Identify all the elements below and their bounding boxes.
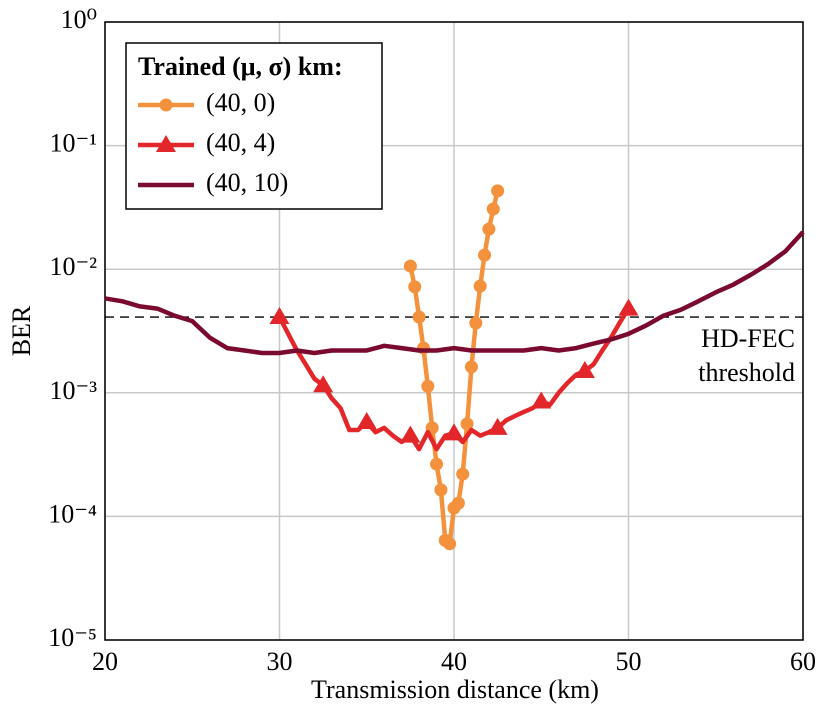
y-tick-label: 10⁻¹ (49, 129, 97, 158)
marker (412, 310, 426, 324)
x-tick-label: 30 (267, 647, 293, 676)
x-tick-label: 20 (92, 647, 118, 676)
marker (460, 417, 474, 431)
marker (403, 259, 417, 273)
legend-label: (40, 4) (206, 128, 275, 157)
annotation: HD-FEC (701, 324, 795, 353)
marker (469, 316, 483, 330)
marker (313, 375, 334, 393)
marker (451, 496, 465, 510)
x-tick-label: 40 (441, 647, 467, 676)
marker (356, 412, 377, 430)
marker (408, 280, 422, 294)
x-tick-label: 60 (790, 647, 816, 676)
y-tick-label: 10⁻² (49, 252, 97, 281)
x-tick-label: 50 (616, 647, 642, 676)
marker (269, 307, 290, 325)
annotation: threshold (698, 358, 795, 387)
marker (487, 417, 508, 435)
marker (434, 483, 448, 497)
marker (443, 537, 457, 551)
marker (430, 457, 444, 471)
marker (486, 202, 500, 216)
marker (400, 425, 421, 443)
marker (478, 248, 492, 262)
legend-marker (156, 135, 176, 152)
x-axis-label: Transmission distance (km) (311, 675, 599, 704)
plot-frame (104, 21, 804, 641)
legend-box (125, 42, 383, 210)
y-tick-label: 10⁻³ (49, 376, 97, 405)
y-tick-label: 10⁻⁴ (48, 499, 97, 528)
y-axis-label: BER (7, 305, 36, 356)
marker (618, 298, 639, 316)
legend-marker (159, 98, 173, 112)
marker (421, 379, 435, 393)
y-tick-label: 10⁻⁵ (48, 623, 97, 652)
legend-label: (40, 0) (206, 88, 275, 117)
marker (444, 423, 464, 441)
marker (574, 361, 595, 379)
legend-title: Trained (μ, σ) km: (138, 52, 343, 81)
marker (482, 222, 496, 236)
y-tick-label: 10⁰ (61, 5, 97, 34)
marker (531, 391, 552, 409)
marker (464, 360, 478, 374)
marker (491, 184, 505, 198)
marker (473, 279, 487, 293)
marker (456, 467, 470, 481)
legend-label: (40, 10) (206, 168, 288, 197)
series-line (104, 230, 805, 356)
